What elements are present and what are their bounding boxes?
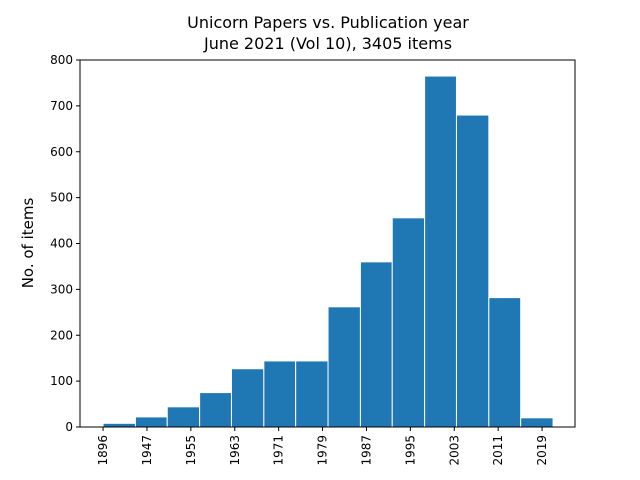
bar [199, 392, 232, 428]
bar [424, 75, 457, 428]
bar [230, 368, 265, 428]
y-tick-label: 400 [50, 237, 73, 251]
bar [488, 297, 522, 428]
x-tick-label: 1995 [403, 435, 417, 466]
y-tick-label: 600 [50, 145, 73, 159]
y-tick-label: 500 [50, 191, 73, 205]
x-tick-label: 1979 [316, 435, 330, 466]
bar [359, 261, 393, 428]
bar [520, 417, 554, 428]
bar [134, 416, 168, 428]
chart-subtitle: June 2021 (Vol 10), 3405 items [203, 34, 452, 53]
bar [295, 360, 329, 428]
y-tick-label: 700 [50, 99, 73, 113]
y-tick-label: 100 [50, 374, 73, 388]
y-axis-label: No. of items [19, 198, 37, 289]
bar [327, 306, 361, 428]
x-tick-label: 2011 [491, 435, 505, 466]
x-tick-label: 2019 [535, 435, 549, 466]
bar [166, 406, 201, 428]
bar [391, 217, 426, 428]
chart-title: Unicorn Papers vs. Publication year [187, 13, 469, 32]
bar [102, 422, 136, 428]
y-tick-label: 800 [50, 53, 73, 67]
x-tick-label: 1896 [96, 435, 110, 466]
x-tick-label: 2003 [447, 435, 461, 466]
y-tick-label: 200 [50, 328, 73, 342]
x-tick-label: 1955 [184, 435, 198, 466]
x-tick-label: 1947 [140, 435, 154, 466]
y-tick-label: 300 [50, 282, 73, 296]
bar [263, 360, 297, 428]
y-tick-label: 0 [65, 420, 73, 434]
x-tick-label: 1987 [359, 435, 373, 466]
bar [455, 114, 490, 428]
x-tick-label: 1971 [272, 435, 286, 466]
x-tick-label: 1963 [228, 435, 242, 466]
